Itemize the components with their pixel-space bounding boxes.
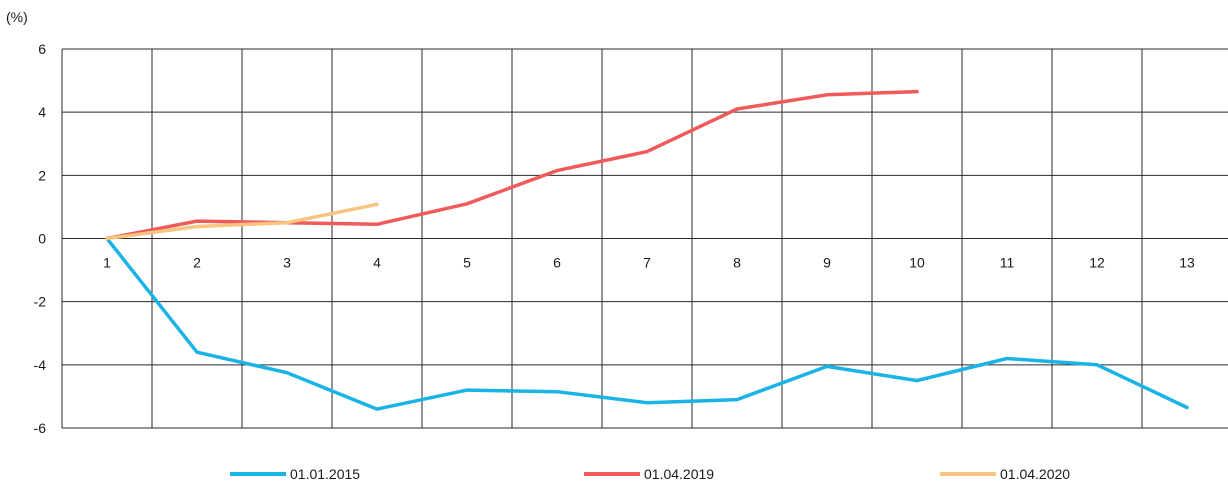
y-tick-label: 2 xyxy=(38,167,46,183)
x-tick-label: 11 xyxy=(1000,255,1015,271)
x-tick-label: 4 xyxy=(373,255,381,271)
x-tick-label: 1 xyxy=(103,255,111,271)
x-tick-label: 5 xyxy=(463,255,471,271)
series-line-01-01-2015 xyxy=(105,236,1189,411)
x-tick-label: 12 xyxy=(1089,255,1105,271)
x-tick-label: 8 xyxy=(733,255,741,271)
y-unit-label: (%) xyxy=(6,9,28,25)
legend: 01.01.2015 01.04.2019 01.04.2020 xyxy=(230,466,1070,482)
series-lines xyxy=(105,89,1189,411)
x-tick-label: 10 xyxy=(909,255,925,271)
y-tick-label: -4 xyxy=(34,357,47,373)
series-line-01-04-2019 xyxy=(105,89,919,241)
grid xyxy=(61,48,1228,429)
x-tick-label: 3 xyxy=(283,255,291,271)
y-axis-tick-labels: 6 4 2 0 -2 -4 -6 xyxy=(34,41,47,436)
series-line-01-04-2020 xyxy=(105,202,379,241)
y-tick-label: 0 xyxy=(38,231,46,247)
y-tick-label: 6 xyxy=(38,41,46,57)
y-tick-label: -6 xyxy=(34,420,47,436)
x-tick-label: 7 xyxy=(643,255,651,271)
y-tick-label: 4 xyxy=(38,104,46,120)
x-tick-label: 9 xyxy=(823,255,831,271)
x-tick-label: 2 xyxy=(193,255,201,271)
x-tick-label: 13 xyxy=(1179,255,1195,271)
legend-label: 01.04.2019 xyxy=(644,466,714,482)
x-axis-tick-labels: 1 2 3 4 5 6 7 8 9 10 11 12 13 xyxy=(103,255,1195,271)
y-tick-label: -2 xyxy=(34,294,47,310)
x-tick-label: 6 xyxy=(553,255,561,271)
legend-label: 01.01.2015 xyxy=(290,466,360,482)
legend-label: 01.04.2020 xyxy=(1000,466,1070,482)
